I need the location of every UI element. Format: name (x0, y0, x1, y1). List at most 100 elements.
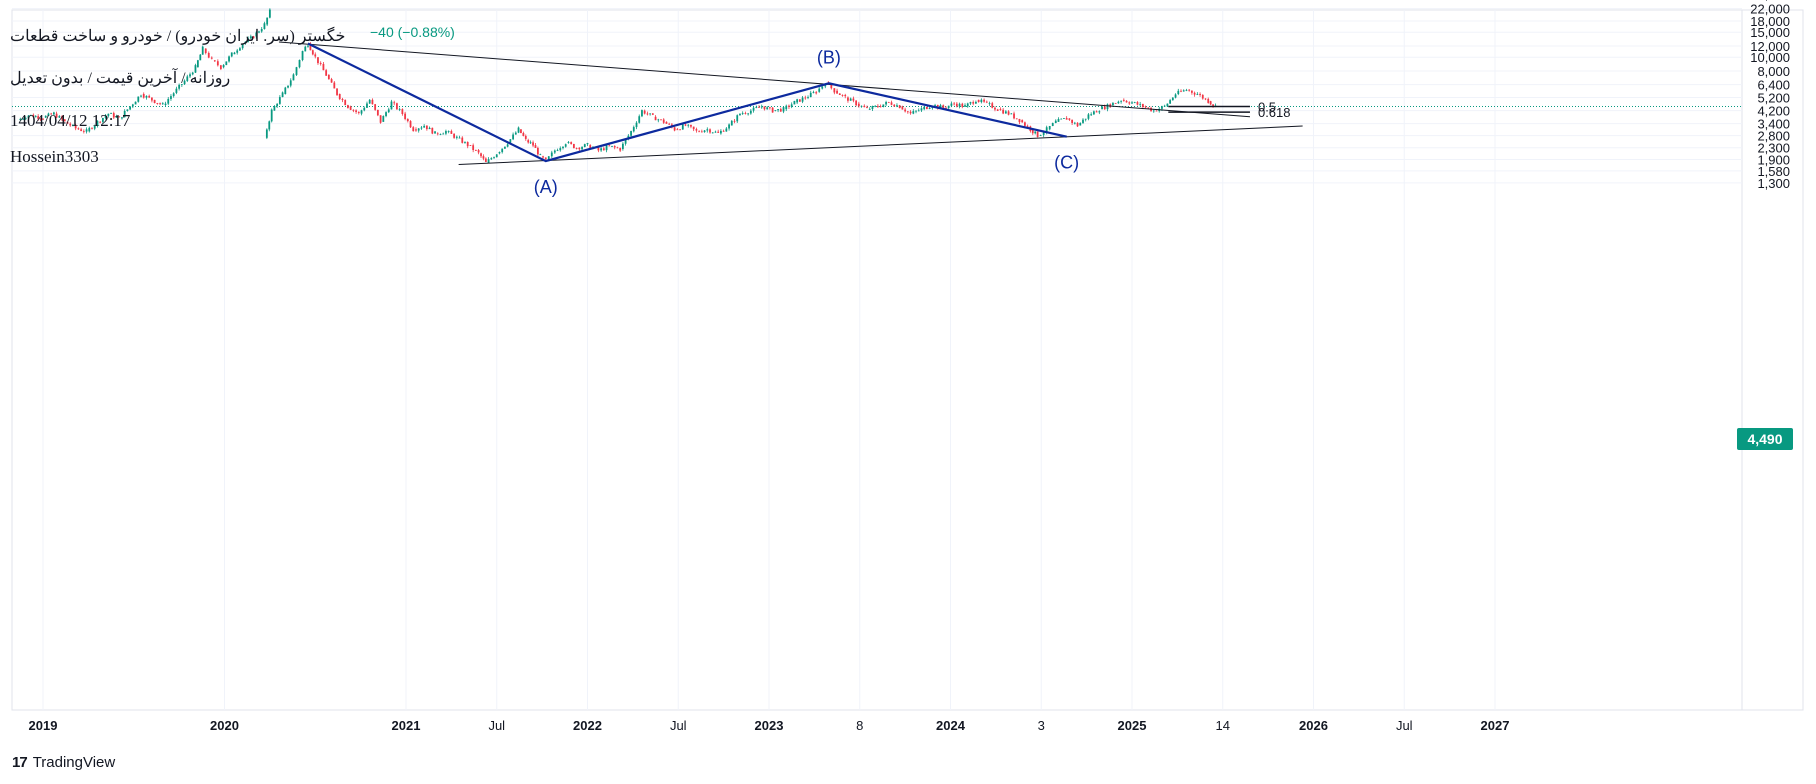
candle-body (536, 147, 539, 155)
candle-body (893, 104, 896, 107)
candle-body (140, 95, 142, 97)
candle-body (651, 113, 654, 115)
candle-body (714, 131, 717, 133)
candle-body (1114, 103, 1117, 104)
candle-body (821, 86, 824, 89)
candle-body (167, 98, 170, 104)
candle-body (1024, 122, 1026, 126)
candle-body (630, 131, 632, 136)
candle-body (268, 121, 271, 130)
candle-body (605, 145, 608, 151)
candle-body (1071, 119, 1074, 123)
candle-body (151, 97, 153, 101)
candle-body (453, 133, 455, 138)
x-tick-label: 2023 (755, 718, 784, 733)
candle-body (1204, 98, 1207, 100)
candle-body (172, 93, 175, 97)
candle-body (115, 116, 118, 118)
candle-body (322, 63, 325, 71)
candle-body (539, 154, 542, 156)
candle-body (747, 113, 750, 115)
candle-body (879, 106, 882, 108)
candle-body (917, 110, 920, 112)
candle-body (923, 107, 926, 110)
candle-body (504, 146, 506, 149)
candle-body (1207, 98, 1210, 103)
candle-body (777, 109, 779, 111)
candle-body (77, 128, 80, 130)
candle-body (61, 116, 63, 120)
y-tick-label: 1,580 (1757, 164, 1790, 179)
tradingview-logo[interactable]: 17 TradingView (12, 754, 115, 771)
x-tick-label: 2022 (573, 718, 602, 733)
candle-body (796, 99, 799, 103)
candle-body (520, 129, 522, 134)
candle-body (236, 50, 239, 53)
chart-settings-line: روزانه / آخرین قیمت / بدون تعدیل (10, 70, 231, 87)
candle-body (47, 113, 50, 116)
candle-body (249, 36, 252, 39)
candle-body (681, 124, 684, 130)
candle-body (1188, 89, 1191, 91)
candle-body (376, 109, 379, 116)
candle-body (477, 150, 480, 153)
candle-body (495, 154, 498, 158)
candle-body (85, 129, 88, 132)
candle-body (110, 113, 112, 114)
candle-body (1128, 102, 1131, 104)
candle-body (926, 107, 928, 109)
fib-levels: 0.50.618 (1168, 100, 1291, 120)
candle-body (1090, 114, 1093, 116)
candle-body (96, 120, 99, 126)
candle-body (818, 88, 821, 92)
candle-body (1196, 94, 1199, 96)
candle-body (338, 94, 341, 100)
candle-body (687, 124, 690, 126)
candle-body (1015, 118, 1018, 120)
candle-body (1185, 89, 1188, 91)
candle-body (1051, 122, 1054, 126)
candle-body (779, 109, 782, 112)
candle-body (1161, 106, 1163, 109)
candle-body (268, 9, 271, 18)
candle-body (1057, 119, 1060, 122)
candle-body (58, 116, 61, 118)
candle-body (360, 110, 363, 114)
candle-body (222, 65, 225, 68)
y-tick-label: 5,200 (1757, 90, 1790, 105)
candle-body (1042, 132, 1045, 136)
candle-body (709, 129, 711, 133)
candle-body (19, 118, 22, 121)
candle-body (942, 105, 945, 108)
abc-wave-path (307, 42, 1067, 163)
candle-body (281, 92, 284, 98)
candle-body (347, 105, 349, 108)
candle-body (390, 101, 393, 110)
candle-body (1060, 118, 1063, 120)
x-tick-label: 3 (1038, 718, 1045, 733)
candle-body (1201, 94, 1204, 99)
candle-body (445, 131, 447, 134)
candle-body (63, 119, 66, 122)
candle-body (228, 56, 230, 62)
candle-body (749, 110, 752, 114)
candle-body (936, 105, 939, 108)
candle-body (134, 101, 137, 105)
candle-body (292, 74, 295, 81)
candle-body (123, 110, 126, 118)
candle-body (909, 111, 912, 114)
candle-body (600, 148, 603, 151)
candle-body (374, 104, 377, 110)
candle-body (74, 124, 77, 129)
current-price-badge: 4,490 (1737, 428, 1793, 450)
candle-body (544, 157, 547, 160)
candle-body (153, 99, 156, 103)
candle-body (39, 118, 42, 120)
x-tick-label: 2019 (29, 718, 58, 733)
candle-body (255, 32, 258, 37)
candle-body (1117, 101, 1120, 104)
price-series (19, 8, 1217, 164)
candle-body (44, 115, 47, 118)
candle-body (417, 128, 420, 131)
